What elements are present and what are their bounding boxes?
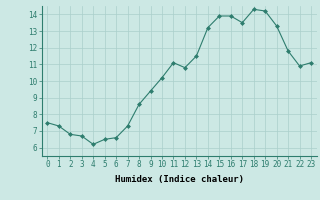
X-axis label: Humidex (Indice chaleur): Humidex (Indice chaleur) — [115, 175, 244, 184]
